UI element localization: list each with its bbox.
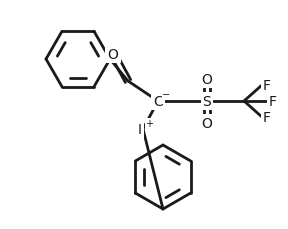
Text: I: I	[138, 123, 142, 136]
Text: F: F	[269, 95, 277, 109]
Text: +: +	[145, 118, 153, 128]
Text: O: O	[202, 117, 213, 131]
Text: F: F	[263, 79, 271, 93]
Text: −: −	[162, 90, 170, 100]
Text: F: F	[263, 111, 271, 124]
Text: S: S	[203, 95, 211, 109]
Text: O: O	[107, 48, 118, 62]
Text: O: O	[202, 73, 213, 87]
Text: C: C	[153, 95, 163, 109]
